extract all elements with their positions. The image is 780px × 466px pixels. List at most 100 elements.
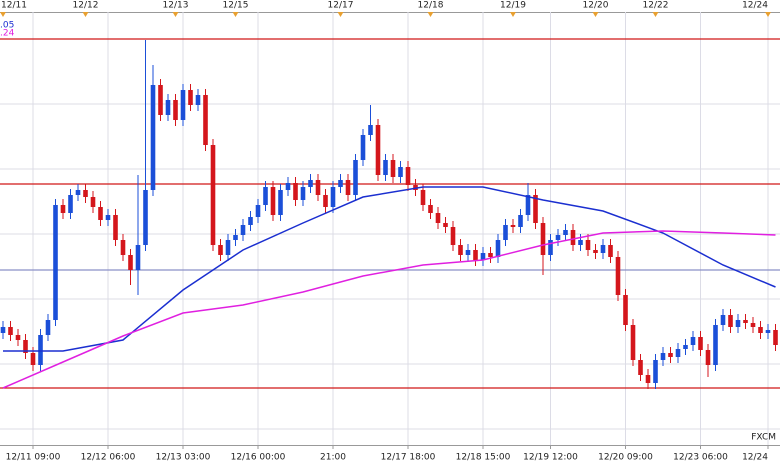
candle-body: [285, 183, 291, 190]
candle-body: [488, 253, 493, 257]
x-tick-label: 12/24: [742, 453, 768, 463]
date-label: 12/17: [328, 1, 354, 11]
candle-body: [315, 180, 321, 195]
candle-body: [533, 195, 538, 223]
candle-body: [675, 349, 681, 357]
candle-body: [638, 360, 643, 375]
candle-body: [90, 197, 96, 207]
candle-body: [630, 325, 636, 360]
candle-body: [660, 353, 666, 360]
candle-body: [300, 187, 306, 200]
date-label: 12/12: [73, 1, 99, 11]
candle-body: [368, 125, 373, 135]
candle-body: [750, 323, 756, 327]
candle-body: [473, 250, 478, 260]
candle-body: [75, 190, 81, 195]
candle-body: [578, 240, 583, 245]
candle-body: [308, 180, 313, 187]
candle-body: [465, 250, 471, 255]
candle-body: [30, 353, 36, 365]
x-tick-label: 12/19 12:00: [523, 453, 578, 463]
candle-body: [83, 190, 88, 197]
candle-body: [383, 160, 388, 175]
candle-body: [45, 320, 51, 335]
candle-body: [728, 315, 733, 327]
candle-body: [570, 230, 576, 245]
candle-body: [203, 95, 208, 145]
candle-body: [0, 327, 6, 333]
candle-body: [120, 240, 126, 255]
date-marker: [172, 12, 179, 17]
candle-body: [23, 340, 28, 353]
date-label: 12/11: [1, 1, 27, 11]
candle-body: [758, 327, 763, 333]
date-label: 12/15: [223, 1, 249, 11]
candle-body: [278, 190, 283, 215]
date-marker: [82, 12, 89, 17]
candle-body: [398, 167, 403, 177]
candle-body: [480, 253, 486, 260]
candle-body: [525, 195, 531, 215]
candle-body: [713, 325, 718, 365]
candle-body: [165, 100, 171, 115]
date-marker: [765, 12, 771, 17]
candle-body: [270, 187, 276, 215]
date-label: 12/18: [418, 1, 444, 11]
x-tick-label: 12/18 15:00: [456, 453, 511, 463]
date-marker: [652, 12, 659, 17]
x-tick-label: 12/23 06:00: [673, 453, 728, 463]
candle-body: [15, 335, 21, 340]
candle-body: [173, 100, 178, 120]
candle-body: [743, 320, 748, 323]
candle-body: [128, 255, 133, 270]
date-marker: [427, 12, 434, 17]
candle-body: [68, 195, 73, 213]
candle-body: [353, 160, 358, 195]
date-marker: [592, 12, 599, 17]
legend-entry: .24: [0, 29, 15, 39]
candle-body: [698, 337, 703, 350]
candle-body: [450, 227, 456, 245]
candle-body: [330, 187, 336, 207]
x-tick-label: 12/13 03:00: [156, 453, 211, 463]
source-label: FXCM: [751, 433, 776, 443]
candle-body: [548, 240, 553, 255]
candle-body: [218, 245, 223, 255]
candle-body: [773, 330, 778, 345]
candle-body: [540, 223, 546, 255]
candle-body: [435, 213, 441, 223]
x-tick-label: 12/11 09:00: [6, 453, 61, 463]
x-tick-label: 21:00: [320, 453, 346, 463]
date-marker: [232, 12, 239, 17]
candle-body: [420, 190, 426, 205]
candle-body: [668, 353, 673, 357]
date-marker: [337, 12, 344, 17]
date-label: 12/22: [643, 1, 669, 11]
legend-entry: .05: [0, 21, 14, 31]
candle-body: [323, 195, 328, 207]
x-tick-label: 12/12 06:00: [81, 453, 136, 463]
candle-body: [503, 225, 508, 240]
candle-body: [375, 125, 381, 175]
x-tick-label: 12/20 09:00: [598, 453, 653, 463]
candle-body: [255, 205, 261, 217]
date-label: 12/20: [583, 1, 609, 11]
candle-body: [188, 90, 193, 105]
candle-body: [705, 350, 711, 365]
candle-body: [495, 240, 501, 257]
x-tick-label: 12/17 18:00: [381, 453, 436, 463]
candle-body: [443, 223, 448, 227]
candle-body: [765, 330, 771, 333]
candle-body: [518, 215, 523, 227]
candle-body: [510, 225, 516, 227]
candle-body: [338, 180, 343, 187]
candle-body: [555, 235, 561, 240]
date-marker: [510, 12, 516, 17]
candle-body: [615, 257, 621, 295]
candle-body: [60, 205, 66, 213]
candle-body: [158, 85, 163, 115]
date-marker: [0, 12, 6, 17]
candle-body: [98, 207, 103, 220]
candle-body: [225, 240, 231, 255]
